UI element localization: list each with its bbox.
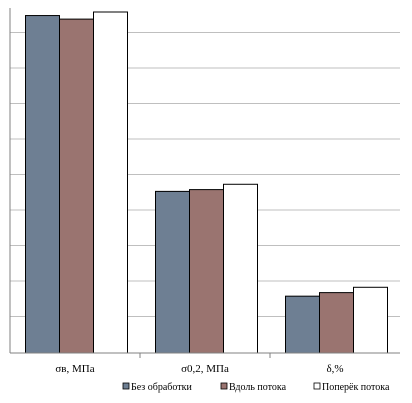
- bar-3-series-1: [285, 295, 320, 354]
- legend-label: Поперёк потока: [322, 382, 390, 393]
- legend-swatch: [220, 382, 228, 390]
- bar-3-series-3: [353, 286, 388, 354]
- bar-1-series-1: [25, 15, 60, 354]
- legend-label: Без обработки: [131, 382, 192, 393]
- x-tick-label: σ0,2, МПа: [181, 363, 229, 375]
- bar-1-series-2: [59, 18, 94, 354]
- legend: Без обработки Вдоль потока Поперёк потока: [122, 382, 390, 393]
- bar-3-series-2: [319, 292, 354, 354]
- bars: [25, 11, 388, 354]
- x-tick-label: δ,%: [326, 363, 343, 375]
- bar-2-series-2: [189, 189, 224, 354]
- axes: [9, 8, 400, 358]
- legend-swatch: [122, 382, 130, 390]
- bar-2-series-1: [155, 190, 190, 354]
- x-tick-labels: σв, МПа σ0,2, МПа δ,%: [55, 363, 343, 375]
- legend-label: Вдоль потока: [229, 382, 287, 393]
- x-tick-label: σв, МПа: [55, 363, 94, 375]
- bar-1-series-3: [93, 11, 128, 354]
- legend-swatch: [313, 382, 321, 390]
- bar-2-series-3: [223, 183, 258, 354]
